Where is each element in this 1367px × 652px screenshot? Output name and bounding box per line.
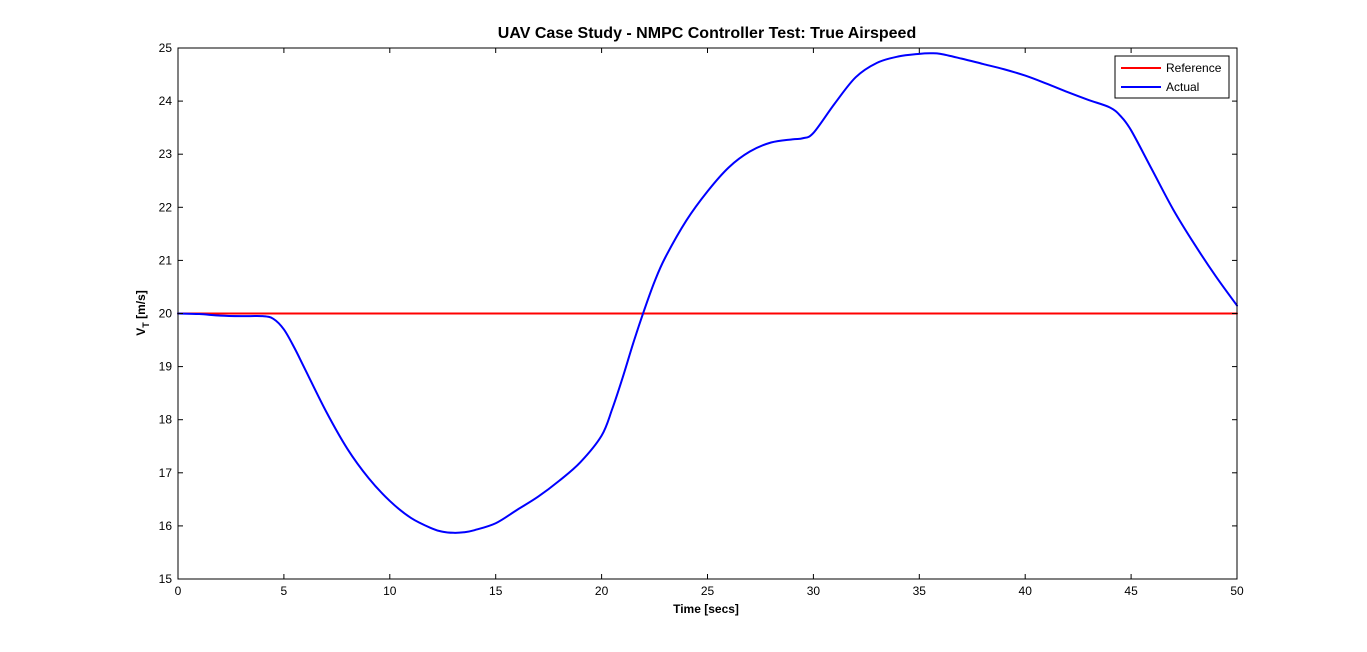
legend-box <box>1114 55 1230 99</box>
x-tick-label: 40 <box>1019 584 1033 598</box>
y-tick-label: 20 <box>159 307 173 321</box>
y-tick-label: 17 <box>159 466 173 480</box>
series-line-actual <box>177 52 1238 534</box>
series-layer <box>177 52 1238 534</box>
x-tick-label: 30 <box>807 584 821 598</box>
y-axis-label-main: V <box>134 328 148 336</box>
x-tick-label: 10 <box>383 584 397 598</box>
x-tick-label: 15 <box>489 584 503 598</box>
x-tick-label: 0 <box>175 584 182 598</box>
chart-title: UAV Case Study - NMPC Controller Test: T… <box>498 25 916 42</box>
x-tick-label: 5 <box>281 584 288 598</box>
y-tick-label: 16 <box>159 519 173 533</box>
y-tick-label: 21 <box>159 253 173 267</box>
y-tick-label: 15 <box>159 572 173 586</box>
y-tick-label: 18 <box>159 413 173 427</box>
x-tick-label: 35 <box>913 584 927 598</box>
y-axis-label: VT [m/s] <box>134 290 151 336</box>
x-axis-label: Time [secs] <box>673 602 739 616</box>
y-tick-label: 25 <box>159 41 173 55</box>
x-tick-label: 20 <box>595 584 609 598</box>
y-axis-label-sub: T <box>141 322 151 328</box>
x-tick-label: 50 <box>1230 584 1244 598</box>
x-tick-label: 45 <box>1124 584 1138 598</box>
y-tick-label: 22 <box>159 200 173 214</box>
legend: Reference Actual <box>1114 55 1230 99</box>
ticks-layer: 0 5 10 15 20 25 30 35 40 45 50 15 16 17 18 19 20 21 22 23 24… <box>159 41 1244 598</box>
y-tick-label: 23 <box>159 147 173 161</box>
x-tick-label: 25 <box>701 584 715 598</box>
y-tick-label: 19 <box>159 360 173 374</box>
y-tick-label: 24 <box>159 94 173 108</box>
legend-label-reference: Reference <box>1166 61 1222 75</box>
y-axis-label-rest: [m/s] <box>134 290 148 322</box>
legend-label-actual: Actual <box>1166 80 1199 94</box>
